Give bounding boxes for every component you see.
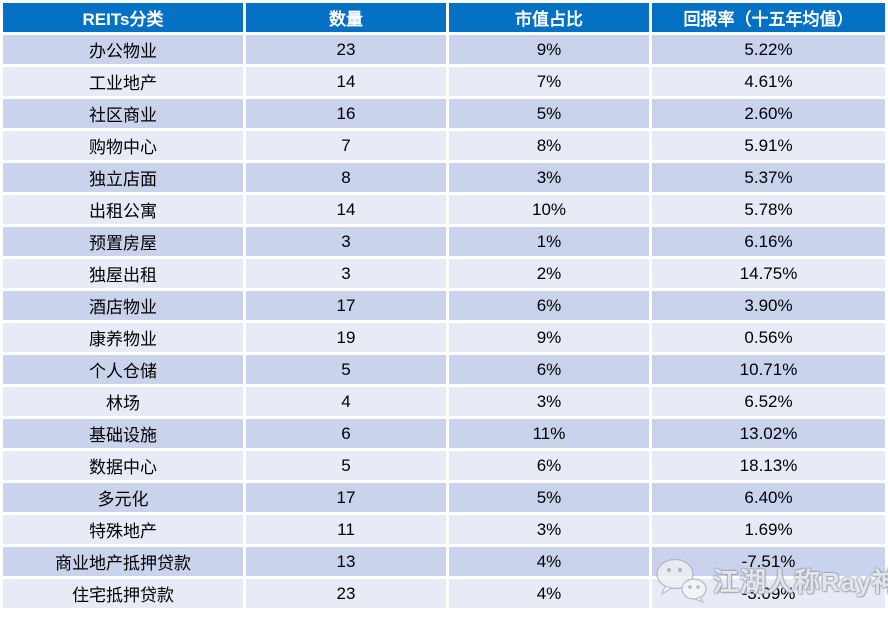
cell-return-rate: 4.61% <box>652 67 885 96</box>
cell-count: 14 <box>246 195 446 224</box>
cell-category: 基础设施 <box>3 419 243 448</box>
cell-return-rate: 6.52% <box>652 387 885 416</box>
cell-count: 5 <box>246 355 446 384</box>
cell-count: 16 <box>246 99 446 128</box>
cell-return-rate: 1.69% <box>652 515 885 544</box>
cell-marketcap-share: 8% <box>449 131 649 160</box>
header-cell-marketcap-share: 市值占比 <box>449 3 649 32</box>
cell-category: 特殊地产 <box>3 515 243 544</box>
cell-count: 8 <box>246 163 446 192</box>
reits-table: REITs分类 数量 市值占比 回报率（十五年均值） 办公物业 23 9% 5.… <box>3 3 885 608</box>
cell-count: 17 <box>246 291 446 320</box>
cell-category: 数据中心 <box>3 451 243 480</box>
cell-marketcap-share: 3% <box>449 387 649 416</box>
cell-marketcap-share: 4% <box>449 547 649 576</box>
cell-return-rate: 2.60% <box>652 99 885 128</box>
cell-count: 6 <box>246 419 446 448</box>
cell-return-rate: 5.78% <box>652 195 885 224</box>
cell-marketcap-share: 6% <box>449 355 649 384</box>
cell-return-rate: 6.16% <box>652 227 885 256</box>
cell-category: 住宅抵押贷款 <box>3 579 243 608</box>
cell-return-rate: 14.75% <box>652 259 885 288</box>
cell-category: 商业地产抵押贷款 <box>3 547 243 576</box>
cell-count: 19 <box>246 323 446 352</box>
cell-marketcap-share: 6% <box>449 451 649 480</box>
cell-marketcap-share: 9% <box>449 35 649 64</box>
cell-return-rate: -3.09% <box>652 579 885 608</box>
cell-marketcap-share: 1% <box>449 227 649 256</box>
cell-return-rate: 18.13% <box>652 451 885 480</box>
cell-category: 康养物业 <box>3 323 243 352</box>
cell-count: 23 <box>246 35 446 64</box>
cell-count: 3 <box>246 227 446 256</box>
header-cell-category: REITs分类 <box>3 3 243 32</box>
cell-category: 个人仓储 <box>3 355 243 384</box>
cell-marketcap-share: 9% <box>449 323 649 352</box>
cell-marketcap-share: 3% <box>449 515 649 544</box>
cell-return-rate: 5.91% <box>652 131 885 160</box>
cell-category: 社区商业 <box>3 99 243 128</box>
cell-return-rate: 5.37% <box>652 163 885 192</box>
cell-marketcap-share: 10% <box>449 195 649 224</box>
cell-return-rate: 5.22% <box>652 35 885 64</box>
cell-return-rate: 13.02% <box>652 419 885 448</box>
cell-count: 17 <box>246 483 446 512</box>
cell-category: 独屋出租 <box>3 259 243 288</box>
cell-marketcap-share: 5% <box>449 99 649 128</box>
cell-count: 7 <box>246 131 446 160</box>
cell-category: 独立店面 <box>3 163 243 192</box>
cell-category: 林场 <box>3 387 243 416</box>
cell-return-rate: 0.56% <box>652 323 885 352</box>
cell-count: 3 <box>246 259 446 288</box>
cell-count: 23 <box>246 579 446 608</box>
header-cell-return-rate: 回报率（十五年均值） <box>652 3 885 32</box>
cell-category: 预置房屋 <box>3 227 243 256</box>
cell-return-rate: -7.51% <box>652 547 885 576</box>
cell-marketcap-share: 7% <box>449 67 649 96</box>
cell-category: 酒店物业 <box>3 291 243 320</box>
cell-return-rate: 3.90% <box>652 291 885 320</box>
cell-category: 出租公寓 <box>3 195 243 224</box>
cell-count: 4 <box>246 387 446 416</box>
cell-category: 办公物业 <box>3 35 243 64</box>
cell-marketcap-share: 4% <box>449 579 649 608</box>
cell-count: 11 <box>246 515 446 544</box>
cell-category: 工业地产 <box>3 67 243 96</box>
cell-marketcap-share: 11% <box>449 419 649 448</box>
header-cell-count: 数量 <box>246 3 446 32</box>
cell-marketcap-share: 2% <box>449 259 649 288</box>
cell-count: 5 <box>246 451 446 480</box>
cell-category: 多元化 <box>3 483 243 512</box>
cell-return-rate: 10.71% <box>652 355 885 384</box>
cell-category: 购物中心 <box>3 131 243 160</box>
cell-return-rate: 6.40% <box>652 483 885 512</box>
cell-count: 13 <box>246 547 446 576</box>
cell-marketcap-share: 3% <box>449 163 649 192</box>
cell-marketcap-share: 5% <box>449 483 649 512</box>
cell-marketcap-share: 6% <box>449 291 649 320</box>
cell-count: 14 <box>246 67 446 96</box>
